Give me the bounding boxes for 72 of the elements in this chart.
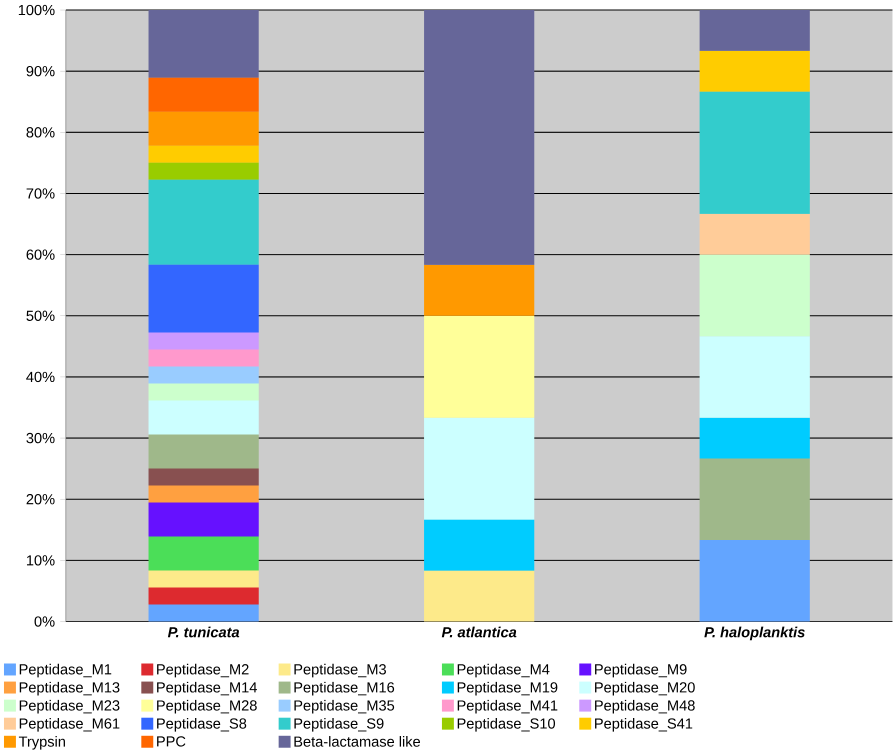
legend-label: Peptidase_M16 [294, 682, 394, 696]
legend-label: Beta-lactamase like [294, 736, 420, 747]
legend-label: Trypsin [18, 736, 65, 750]
bar [148, 434, 259, 468]
bar [148, 10, 259, 78]
bar [700, 10, 810, 51]
x-tick-label: P. tunicata [168, 626, 240, 638]
bar [148, 485, 259, 502]
bar [424, 264, 534, 316]
bar [148, 536, 259, 570]
bar [148, 162, 259, 180]
y-tick-label: 50% [26, 310, 55, 321]
legend-label: Peptidase_M23 [20, 700, 120, 714]
bar [424, 418, 534, 520]
bar [424, 10, 534, 265]
y-tick-label: 20% [26, 494, 55, 504]
legend-label: Peptidase_S10 [458, 718, 556, 732]
bar [424, 316, 534, 418]
bar [148, 349, 259, 366]
bar [700, 50, 810, 92]
bar [424, 520, 534, 571]
y-tick-label: 10% [26, 555, 55, 566]
bar [700, 214, 810, 255]
x-tick-label: P. haloplanktis [704, 626, 805, 640]
y-tick-label: 60% [26, 249, 55, 260]
bar [148, 502, 259, 536]
legend-label: Peptidase_M2 [157, 664, 249, 678]
bar [148, 146, 259, 163]
legend-label: Peptidase_M35 [294, 700, 394, 714]
bar [148, 264, 259, 332]
legend-label: Peptidase_M14 [157, 682, 257, 696]
y-tick-label: 70% [26, 188, 55, 199]
bar [700, 254, 810, 336]
y-tick-label: 100% [18, 4, 55, 16]
bar [148, 604, 259, 622]
bar [148, 78, 259, 112]
bar [148, 468, 259, 486]
bar [148, 112, 259, 146]
legend-label: Peptidase_M9 [595, 664, 687, 678]
y-tick-label: 40% [26, 372, 55, 382]
bar [148, 366, 259, 384]
legend-label: Peptidase_S8 [157, 718, 246, 732]
bar [700, 418, 810, 458]
bar [700, 458, 810, 540]
legend-label: Peptidase_M3 [294, 664, 386, 678]
legend-label: Peptidase_S9 [294, 718, 384, 732]
y-tick-label: 80% [26, 127, 55, 138]
legend-label: Peptidase_M19 [458, 682, 558, 696]
legend-label: Peptidase_M4 [458, 664, 550, 678]
legend-label: Peptidase_M41 [458, 700, 558, 714]
legend-label: PPC [157, 736, 186, 747]
y-tick-label: 90% [26, 66, 55, 76]
legend-label: Peptidase_M13 [20, 682, 120, 696]
bar [148, 180, 259, 265]
bar [700, 336, 810, 418]
legend-label: Peptidase_S41 [595, 718, 692, 732]
bar [424, 570, 534, 622]
legend-label: Peptidase_M1 [20, 664, 112, 678]
y-tick-label: 30% [26, 432, 55, 444]
bar [148, 400, 259, 434]
legend-label: Peptidase_M61 [20, 718, 120, 732]
bar [700, 92, 810, 214]
bar [148, 570, 259, 588]
legend-label: Peptidase_M28 [157, 700, 257, 714]
y-tick-label: 0% [34, 616, 55, 627]
legend-label: Peptidase_M48 [595, 700, 695, 714]
bar [148, 587, 259, 604]
bar [148, 332, 259, 350]
x-tick-label: P. atlantica [442, 626, 516, 638]
bar [148, 383, 259, 400]
legend-label: Peptidase_M20 [595, 682, 695, 696]
bar [700, 540, 810, 622]
